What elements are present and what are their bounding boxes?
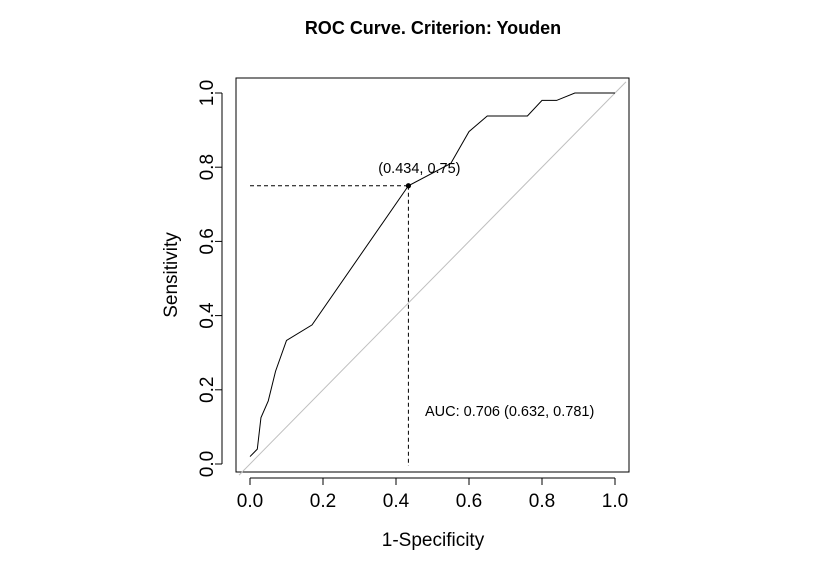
- x-tick-label: 1.0: [602, 491, 628, 512]
- roc-curve-line: [249, 92, 615, 457]
- x-axis: 0.0 0.2 0.4 0.6 0.8 1.0: [237, 477, 628, 512]
- y-tick-label: 0.2: [197, 377, 218, 403]
- y-tick-label: 0.8: [197, 154, 218, 180]
- cutoff-layer: [250, 183, 412, 466]
- x-tick-label: 0.4: [383, 491, 410, 512]
- x-tick-label: 0.8: [529, 491, 555, 512]
- y-axis-label: Sensitivity: [161, 232, 182, 318]
- x-tick-label: 0.6: [456, 491, 482, 512]
- y-tick-label: 0.6: [197, 228, 218, 254]
- x-tick-label: 0.2: [310, 491, 336, 512]
- reference-layer: [238, 81, 627, 476]
- x-axis-label: 1-Specificity: [382, 530, 485, 551]
- x-tick-label: 0.0: [237, 491, 263, 512]
- y-axis: 0.0 0.2 0.4 0.6 0.8 1.0: [197, 80, 223, 477]
- auc-label: AUC: 0.706 (0.632, 0.781): [425, 404, 594, 420]
- y-tick-label: 0.0: [197, 451, 218, 477]
- reference-diagonal-line: [238, 81, 627, 476]
- y-tick-label: 1.0: [197, 80, 218, 106]
- y-tick-label: 0.4: [197, 302, 218, 329]
- chart-title: ROC Curve. Criterion: Youden: [305, 18, 561, 38]
- curve-layer: [249, 92, 615, 457]
- optimal-point-label: (0.434, 0.75): [378, 161, 460, 177]
- optimal-point-marker: [405, 183, 412, 189]
- plot-frame: [235, 77, 630, 473]
